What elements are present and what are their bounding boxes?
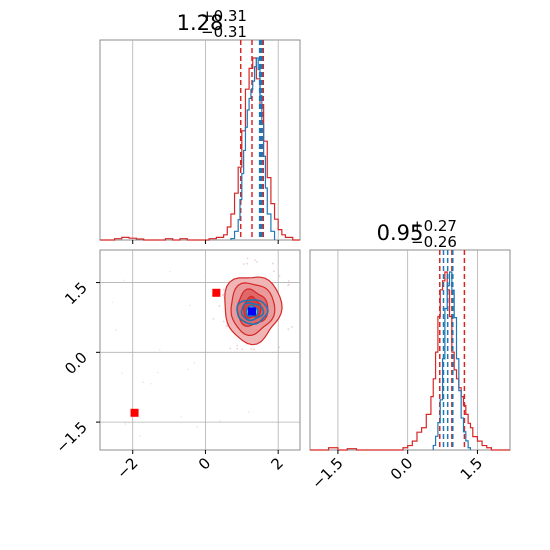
x-tick-label-param1: 2 — [268, 454, 287, 473]
marker-blue — [248, 307, 256, 316]
scatter-point — [225, 325, 228, 328]
scatter-point — [246, 262, 249, 265]
scatter-point — [287, 328, 290, 331]
panel-joint-frame — [99, 249, 301, 451]
scatter-point — [212, 318, 215, 320]
scatter-point — [193, 361, 196, 364]
scatter-point — [287, 280, 290, 282]
panel-joint: −2 0 2 −1.5 0.0 1.5 — [52, 240, 301, 482]
scatter-point — [180, 415, 183, 418]
scatter-point — [236, 344, 239, 347]
scatter-point — [278, 346, 280, 349]
scatter-point — [250, 348, 253, 350]
scatter-point — [229, 347, 232, 350]
hist-param2-series-1 — [432, 271, 472, 450]
hist-param1-series-1 — [230, 57, 276, 240]
scatter-point — [124, 423, 127, 425]
title-param2: 0.95 — [377, 221, 424, 245]
scatter-point — [272, 270, 275, 273]
scatter-point — [253, 348, 255, 351]
scatter-point — [254, 259, 256, 262]
hist-param1-series-0 — [100, 57, 300, 241]
scatter-point — [222, 288, 225, 291]
y-tick-label-param2: −1.5 — [52, 418, 90, 456]
scatter-point — [196, 426, 198, 428]
scatter-point — [271, 262, 274, 265]
x-tick-label-param1: −2 — [113, 454, 141, 482]
contour-blue-0 — [236, 299, 269, 326]
scatter-point — [248, 411, 250, 413]
scatter-point — [123, 279, 126, 282]
scatter-point — [188, 304, 191, 307]
scatter-point — [242, 263, 245, 265]
title-param2-plus: +0.27 — [411, 217, 457, 235]
panel-hist-param1: 1.28 +0.31 −0.31 — [99, 7, 301, 241]
title-param1-minus: −0.31 — [201, 23, 247, 41]
marker-red — [130, 408, 139, 417]
title-param1: 1.28 — [177, 11, 224, 35]
scatter-point — [256, 260, 258, 263]
title-param1-plus: +0.31 — [201, 7, 247, 25]
scatter-point — [219, 419, 221, 422]
title-param2-value: 0.95 — [377, 221, 424, 245]
scatter-point — [156, 371, 159, 374]
y-tick-label-param2: 1.5 — [61, 279, 91, 309]
x-tick-label-param2: 1.5 — [457, 454, 487, 484]
title-param2-minus: −0.26 — [411, 233, 457, 251]
marker-red — [212, 288, 221, 297]
hist-param2-series-0 — [310, 271, 510, 451]
scatter-point — [121, 372, 123, 374]
panel-hist-param2: −1.5 0.0 1.5 0.95 +0.27 −0.26 — [308, 217, 511, 493]
contour-blue-1 — [240, 302, 265, 322]
scatter-point — [138, 435, 141, 437]
panel-hist-param1-frame — [99, 39, 301, 241]
scatter-point — [111, 301, 114, 304]
scatter-point — [236, 347, 239, 350]
scatter-point — [204, 275, 206, 277]
scatter-point — [278, 274, 281, 277]
x-tick-label-param2: 0.0 — [387, 454, 417, 484]
scatter-point — [222, 320, 225, 323]
scatter-point — [169, 270, 171, 273]
title-param1-value: 1.28 — [177, 11, 224, 35]
scatter-point — [158, 348, 161, 351]
scatter-point — [186, 368, 189, 371]
scatter-point — [287, 283, 290, 286]
scatter-point — [246, 257, 249, 260]
y-tick-label-param2: 0.0 — [61, 348, 91, 378]
x-tick-label-param1: 0 — [195, 454, 214, 473]
panel-hist-param2-frame — [309, 249, 511, 451]
scatter-point — [150, 382, 152, 385]
scatter-point — [142, 381, 145, 384]
scatter-point — [290, 326, 293, 328]
scatter-point — [115, 329, 117, 331]
x-tick-label-param2: −1.5 — [308, 454, 346, 492]
scatter-point — [218, 304, 221, 307]
scatter-point — [222, 293, 225, 296]
scatter-point — [241, 348, 244, 351]
